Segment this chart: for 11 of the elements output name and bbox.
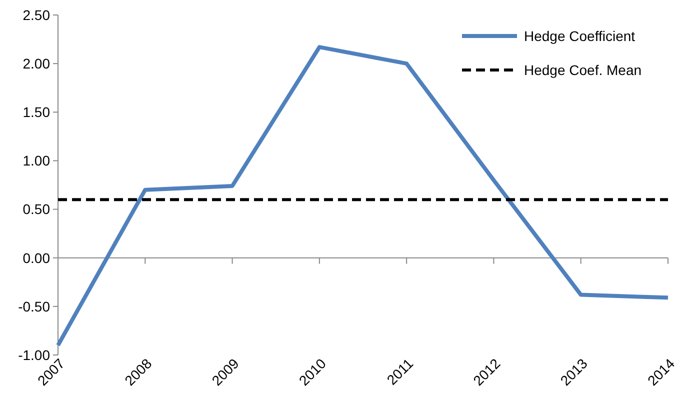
y-tick-label: -0.50 [18,298,50,314]
legend-label: Hedge Coefficient [524,28,636,44]
line-series [56,45,670,348]
y-tick-label: 1.00 [22,152,50,169]
y-tick-label: 0.00 [22,250,50,266]
y-tick-label: 0.50 [22,201,50,218]
y-tick-label: 1.50 [22,104,50,120]
y-tick-label: 2.00 [22,55,50,72]
y-tick-label: -1.00 [18,346,50,363]
y-tick-label: 2.50 [22,6,50,23]
legend-label: Hedge Coef. Mean [524,62,642,78]
